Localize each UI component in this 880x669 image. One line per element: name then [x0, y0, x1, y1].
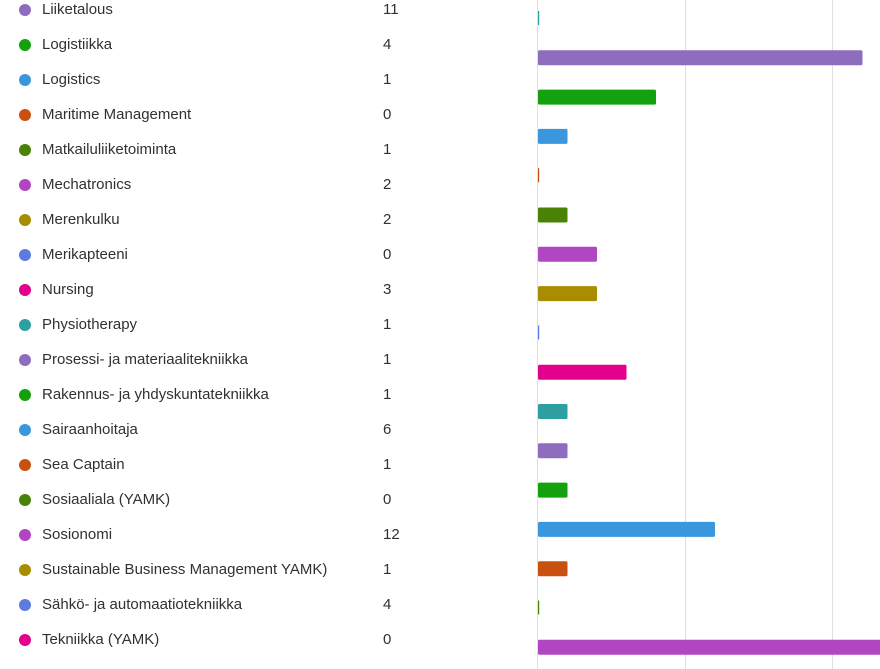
legend-color-dot [19, 249, 31, 261]
legend-item: Mechatronics 2 [0, 172, 520, 207]
legend-label: Liiketalous [42, 1, 113, 18]
legend-label: Prosessi- ja materiaalitekniikka [42, 351, 248, 368]
legend-item: Liiketalous 11 [0, 0, 520, 32]
legend-count: 11 [383, 1, 399, 18]
legend-label: Sustainable Business Management YAMK) [42, 561, 328, 578]
legend-label: Logistics [42, 71, 101, 88]
legend-color-dot [19, 424, 31, 436]
bar[interactable] [538, 600, 540, 615]
legend-label: Merenkulku [42, 211, 120, 228]
legend-count: 0 [383, 631, 392, 648]
bar[interactable] [538, 521, 715, 537]
legend-label: Sähkö- ja automaatiotekniikka [42, 596, 243, 613]
legend-count: 1 [383, 561, 392, 578]
legend-label: Sea Captain [42, 456, 125, 473]
legend-item: Matkailuliiketoiminta 1 [0, 137, 520, 172]
legend-color-dot [19, 389, 31, 401]
legend-item: Sosionomi 12 [0, 522, 520, 557]
legend-label: Maritime Management [42, 106, 192, 123]
legend-label: Mechatronics [42, 176, 132, 193]
bar[interactable] [538, 89, 656, 105]
legend-label: Physiotherapy [42, 316, 138, 333]
legend-color-dot [19, 634, 31, 646]
legend-color-dot [19, 529, 31, 541]
legend-color-dot [19, 459, 31, 471]
legend-color-dot [19, 4, 31, 16]
legend-item: Rakennus- ja yhdyskuntatekniikka 1 [0, 382, 520, 417]
legend-item: Sähkö- ja automaatiotekniikka 4 [0, 592, 520, 627]
legend-count: 1 [383, 71, 392, 88]
legend-color-dot [19, 214, 31, 226]
legend-color-dot [19, 599, 31, 611]
bar[interactable] [538, 50, 863, 66]
legend-count: 2 [383, 211, 392, 228]
bar[interactable] [538, 639, 880, 655]
legend-item: Merikapteeni 0 [0, 242, 520, 277]
bar[interactable] [538, 11, 540, 25]
bar[interactable] [538, 364, 627, 380]
legend-item: Tekniikka (YAMK) 0 [0, 627, 520, 662]
legend-count: 4 [383, 36, 392, 53]
legend-item: Sairaanhoitaja 6 [0, 417, 520, 452]
bar[interactable] [538, 404, 568, 419]
bar[interactable] [538, 246, 597, 262]
legend-count: 0 [383, 106, 392, 123]
legend-count: 0 [383, 491, 392, 508]
legend-color-dot [19, 284, 31, 296]
legend-color-dot [19, 144, 31, 156]
legend-color-dot [19, 74, 31, 86]
legend-count: 0 [383, 246, 392, 263]
legend-color-dot [19, 564, 31, 576]
bar[interactable] [538, 207, 568, 223]
legend-label: Matkailuliiketoiminta [42, 141, 177, 158]
legend-label: Sosionomi [42, 526, 113, 543]
legend-color-dot [19, 179, 31, 191]
legend-item: Sea Captain 1 [0, 452, 520, 487]
legend-count: 1 [383, 386, 392, 403]
bar[interactable] [538, 561, 568, 577]
legend-item: Logistics 1 [0, 67, 520, 102]
bar[interactable] [538, 482, 568, 498]
legend-count: 4 [383, 596, 392, 613]
legend-color-dot [19, 39, 31, 51]
legend-color-dot [19, 109, 31, 121]
bar[interactable] [538, 325, 540, 340]
bar[interactable] [538, 128, 568, 144]
legend-count: 1 [383, 456, 392, 473]
legend-item: Sustainable Business Management YAMK) 1 [0, 557, 520, 592]
legend-count: 2 [383, 176, 392, 193]
legend-color-dot [19, 494, 31, 506]
legend-label: Sairaanhoitaja [42, 421, 138, 438]
legend-count: 12 [383, 526, 400, 543]
legend-item: Nursing 3 [0, 277, 520, 312]
legend-label: Nursing [42, 281, 94, 298]
legend-count: 1 [383, 316, 392, 333]
legend-item: Sosiaaliala (YAMK) 0 [0, 487, 520, 522]
legend-item: Merenkulku 2 [0, 207, 520, 242]
bar[interactable] [538, 286, 597, 302]
legend-item: Maritime Management 0 [0, 102, 520, 137]
legend-label: Rakennus- ja yhdyskuntatekniikka [42, 386, 269, 403]
legend-item: Logistiikka 4 [0, 32, 520, 67]
legend-item: Physiotherapy 1 [0, 312, 520, 347]
bar[interactable] [538, 168, 540, 183]
legend-count: 1 [383, 351, 392, 368]
legend-label: Logistiikka [42, 36, 113, 53]
chart-legend: Liiketalous 11 Logistiikka 4 Logistics 1 Marit… [0, 0, 520, 662]
legend-label: Merikapteeni [42, 246, 128, 263]
legend-label: Tekniikka (YAMK) [42, 631, 160, 648]
legend-item: Prosessi- ja materiaalitekniikka 1 [0, 347, 520, 382]
legend-count: 3 [383, 281, 392, 298]
legend-count: 6 [383, 421, 392, 438]
bar[interactable] [538, 443, 568, 459]
legend-color-dot [19, 319, 31, 331]
legend-color-dot [19, 354, 31, 366]
legend-count: 1 [383, 141, 392, 158]
legend-label: Sosiaaliala (YAMK) [42, 491, 171, 508]
